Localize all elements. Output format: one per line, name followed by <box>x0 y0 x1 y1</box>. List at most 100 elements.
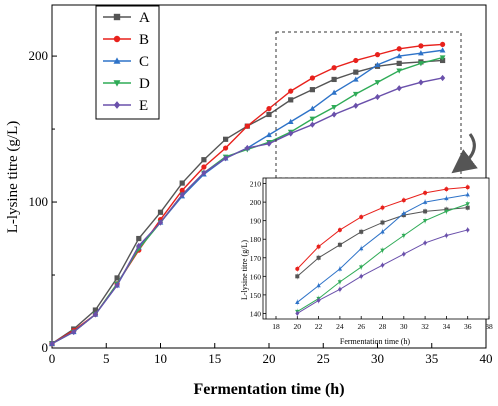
inset-data-point-E <box>359 273 364 279</box>
data-point-D <box>331 104 337 111</box>
main-series <box>49 41 446 347</box>
inset-data-point-E <box>465 227 470 233</box>
data-point-E <box>136 242 142 249</box>
x-tick-label: 30 <box>371 351 384 366</box>
data-point-A <box>92 307 98 313</box>
legend-label-D: D <box>139 76 150 92</box>
data-point-A <box>288 97 294 103</box>
main-axes: 0 5 10 15 20 25 30 35 40 0 100 200 <box>29 48 493 366</box>
data-point-D <box>396 68 403 74</box>
x-tick-label: 10 <box>154 351 167 366</box>
inset-data-point-D <box>422 218 428 223</box>
data-point-B <box>309 75 315 81</box>
data-point-E <box>92 311 98 318</box>
inset-data-point-D <box>444 209 449 214</box>
inset-data-point-D <box>465 202 470 207</box>
data-point-D <box>309 116 316 122</box>
data-point-E <box>374 93 381 101</box>
inset-y-tick-label: 170 <box>250 254 262 263</box>
data-point-B <box>266 106 272 112</box>
inset-x-tick-label: 22 <box>315 322 323 331</box>
x-tick-label: 20 <box>263 351 276 366</box>
main-x-axis-label: Fermentation time (h) <box>193 381 344 398</box>
inset-x-tick-label: 18 <box>272 322 280 331</box>
inset-x-tick-label: 30 <box>400 322 408 331</box>
legend-marker-A <box>113 13 121 21</box>
inset-data-point-D <box>380 248 385 253</box>
x-tick-label: 40 <box>480 351 493 366</box>
inset-y-tick-label: 140 <box>250 309 262 318</box>
inset-x-tick-label: 32 <box>421 322 429 331</box>
inset-data-point-C <box>422 199 428 204</box>
inset-x-tick-label: 34 <box>443 322 451 331</box>
data-point-B <box>374 52 381 58</box>
data-point-A <box>136 235 142 242</box>
x-tick-label: 5 <box>103 351 110 366</box>
data-point-E <box>71 328 77 336</box>
inset-data-point-B <box>359 214 364 219</box>
inset-data-point-D <box>359 265 364 270</box>
data-point-E <box>179 191 185 198</box>
x-tick-label: 15 <box>208 351 221 366</box>
data-point-A <box>396 60 402 66</box>
data-point-D <box>418 61 424 67</box>
data-point-B <box>201 164 207 170</box>
data-point-E <box>157 219 164 226</box>
inset-data-point-C <box>337 266 343 271</box>
data-point-E <box>266 140 272 147</box>
data-point-E <box>114 282 120 289</box>
inset-data-point-B <box>465 185 470 190</box>
data-point-D <box>374 80 381 86</box>
inset-data-point-A <box>337 242 342 247</box>
inset-x-tick-label: 26 <box>357 322 365 331</box>
inset-x-tick-label: 24 <box>336 322 344 331</box>
inset-data-point-B <box>380 205 385 210</box>
legend-label-B: B <box>139 32 149 48</box>
inset-y-tick-label: 150 <box>250 291 262 300</box>
inset-y-tick-label: 180 <box>250 235 262 244</box>
data-point-D <box>439 55 446 61</box>
zoom-region-box <box>275 31 462 179</box>
data-point-B <box>288 88 294 94</box>
inset-frame <box>262 177 490 320</box>
inset-data-point-D <box>401 233 406 238</box>
legend-marker-E <box>113 101 121 109</box>
data-point-A <box>309 87 315 93</box>
data-point-B <box>223 145 229 151</box>
data-point-B <box>244 123 250 129</box>
data-point-C <box>266 131 272 138</box>
data-point-A <box>223 136 229 142</box>
inset-data-point-C <box>380 229 385 234</box>
inset-data-point-E <box>316 298 321 303</box>
data-point-B <box>440 41 446 48</box>
inset-data-point-D <box>337 280 343 285</box>
x-tick-label: 0 <box>49 351 56 366</box>
inset-data-point-C <box>444 196 449 201</box>
data-point-E <box>418 79 424 86</box>
data-point-C <box>396 53 403 59</box>
data-point-E <box>331 111 337 118</box>
data-point-E <box>440 74 446 82</box>
data-point-C <box>374 61 381 68</box>
data-point-C <box>309 105 316 111</box>
inset-y-tick-label: 200 <box>250 198 262 207</box>
series-E <box>49 74 446 347</box>
inset-data-point-C <box>316 283 321 288</box>
data-point-E <box>353 102 359 109</box>
legend-marker-B <box>113 35 121 43</box>
data-point-B <box>396 46 402 52</box>
data-point-E <box>288 130 294 137</box>
inset-data-point-B <box>401 198 406 203</box>
inset-x-axis-label: Fermentation time (h) <box>340 337 411 346</box>
data-point-C <box>439 47 446 53</box>
data-point-A <box>114 275 120 281</box>
inset-data-point-C <box>401 210 406 215</box>
data-point-A <box>353 69 359 75</box>
data-point-C <box>418 50 424 56</box>
inset-data-point-E <box>423 240 428 246</box>
inset-data-point-A <box>380 220 385 225</box>
legend-label-C: C <box>139 54 149 70</box>
y-tick-label: 100 <box>29 194 49 209</box>
data-point-E <box>223 155 229 162</box>
